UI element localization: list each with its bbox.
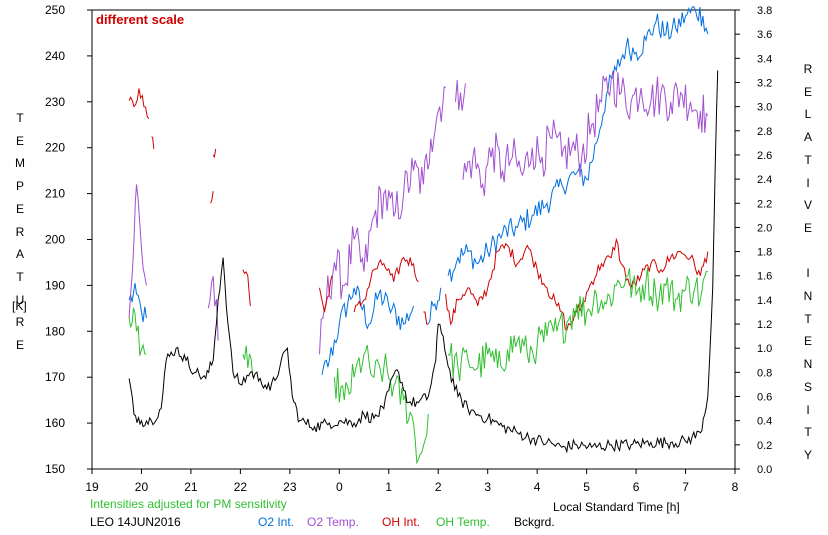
x-tick-label: 7 [682, 480, 689, 494]
x-tick-label: 20 [135, 480, 149, 494]
legend-background: Bckgrd. [514, 515, 555, 529]
y-tick-label-left: 190 [45, 278, 65, 292]
series-line-segment [321, 285, 414, 375]
x-tick-label: 4 [534, 480, 541, 494]
y-tick-label-right: 3.2 [757, 77, 772, 89]
series-line-segment [353, 256, 419, 313]
y-tick-label-left: 210 [45, 187, 65, 201]
y-tick-label-right: 2.2 [757, 198, 772, 210]
y-tick-label-right: 0.4 [757, 416, 772, 428]
y-tick-label-right: 3.4 [757, 53, 772, 65]
x-tick-label: 19 [85, 480, 99, 494]
series-line-segment [423, 311, 429, 325]
legend-o2-temp: O2 Temp. [307, 515, 359, 529]
y-tick-label-right: 3.8 [757, 5, 772, 17]
y-tick-label-right: 1.0 [757, 343, 772, 355]
series-line-segment [447, 267, 708, 381]
legend-oh-temp: OH Temp. [436, 515, 490, 529]
series-line-segment [210, 191, 214, 204]
y-tick-label-right: 1.2 [757, 319, 772, 331]
series-line-segment [319, 85, 446, 355]
y-tick-label-left: 220 [45, 141, 65, 155]
series-oh-temp [128, 267, 708, 465]
series-line-segment [333, 345, 429, 465]
x-tick-label: 2 [435, 480, 442, 494]
annotation-different-scale: different scale [96, 12, 185, 27]
station-date-label: LEO 14JUN2016 [90, 515, 181, 529]
y-tick-label-right: 1.4 [757, 295, 772, 307]
series-line-segment [242, 345, 254, 378]
series-bckgrd [128, 70, 719, 454]
x-tick-label: 1 [385, 480, 392, 494]
series-o2-temp [128, 70, 709, 355]
series-line-segment [319, 275, 333, 313]
y-tick-label-right: 0.8 [757, 367, 772, 379]
y-tick-label-left: 170 [45, 370, 65, 384]
series-line-segment [128, 184, 147, 318]
y-tick-label-right: 3.6 [757, 29, 772, 41]
y-tick-label-right: 0.0 [757, 464, 772, 476]
series-line-segment [128, 70, 719, 454]
series-line-segment [462, 70, 709, 196]
x-tick-label: 22 [234, 480, 248, 494]
x-tick-label: 0 [336, 480, 343, 494]
y-axis-unit-left: [K] [12, 299, 27, 313]
y-tick-label-right: 2.0 [757, 222, 772, 234]
series-line-segment [212, 148, 217, 159]
y-tick-label-left: 150 [45, 462, 65, 476]
y-tick-label-right: 2.8 [757, 126, 772, 138]
series-line-segment [207, 276, 219, 341]
x-tick-label: 23 [283, 480, 297, 494]
y-tick-label-right: 1.8 [757, 247, 772, 259]
y-tick-label-right: 2.4 [757, 174, 772, 186]
series-oh-int [128, 88, 709, 331]
y-tick-label-left: 240 [45, 49, 65, 63]
series-line-segment [427, 287, 442, 325]
x-tick-label: 8 [732, 480, 739, 494]
series-line-segment [128, 283, 147, 322]
y-tick-label-left: 160 [45, 416, 65, 430]
series-line-segment [455, 80, 466, 111]
series-line-segment [128, 307, 147, 356]
series-line-segment [151, 136, 155, 149]
x-tick-label: 5 [583, 480, 590, 494]
x-axis-label: Local Standard Time [h] [553, 500, 680, 514]
y-tick-label-left: 180 [45, 324, 65, 338]
y-tick-label-right: 3.0 [757, 102, 772, 114]
x-tick-label: 6 [633, 480, 640, 494]
y-tick-label-right: 0.6 [757, 392, 772, 404]
y-tick-label-left: 200 [45, 233, 65, 247]
y-tick-label-left: 250 [45, 3, 65, 17]
y-tick-label-right: 1.6 [757, 271, 772, 283]
series-line-segment [128, 88, 150, 120]
series-line-segment [242, 269, 251, 306]
series-line-segment [445, 237, 709, 331]
series-o2-int [128, 5, 709, 375]
legend-o2-int: O2 Int. [258, 515, 295, 529]
x-tick-label: 3 [484, 480, 491, 494]
x-tick-label: 21 [184, 480, 198, 494]
annotation-intensity-adjusted: Intensities adjusted for PM sensitivity [90, 497, 287, 511]
series-line-segment [447, 5, 709, 282]
legend-oh-int: OH Int. [382, 515, 421, 529]
y-tick-label-right: 0.2 [757, 440, 772, 452]
y-tick-label-left: 230 [45, 95, 65, 109]
y-tick-label-right: 2.6 [757, 150, 772, 162]
